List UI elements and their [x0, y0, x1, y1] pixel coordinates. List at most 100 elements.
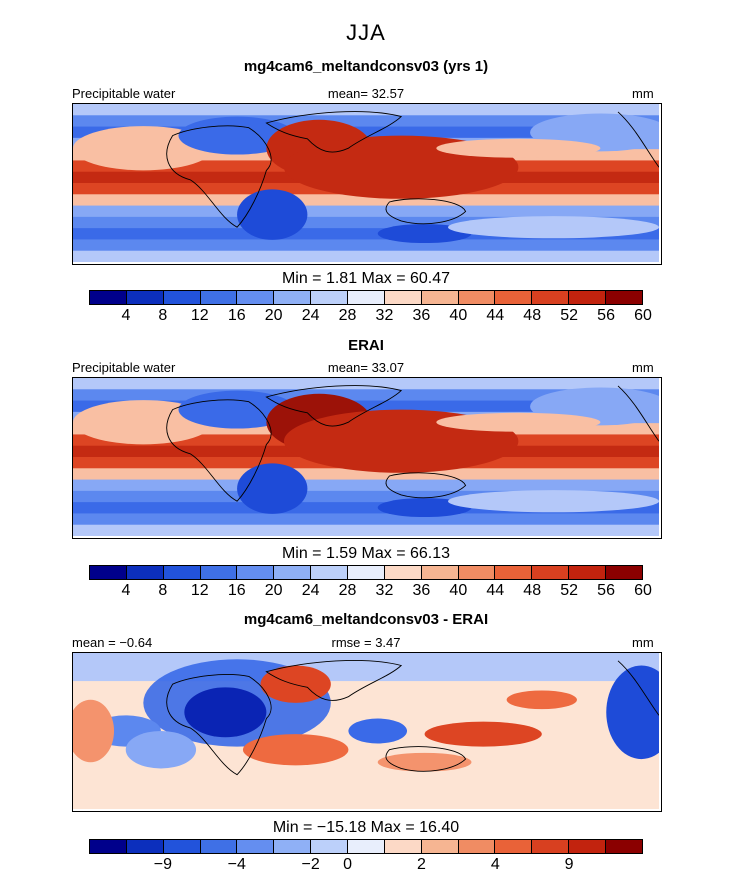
coastline	[166, 399, 272, 502]
colorbar-cell	[384, 566, 422, 579]
colorbar-cell	[200, 291, 238, 304]
panel-1-colorbar	[89, 290, 643, 305]
colorbar-cell	[237, 291, 275, 304]
coastline	[265, 660, 403, 701]
panel-2-map	[72, 377, 662, 539]
field-blob	[377, 224, 472, 244]
field-band	[73, 468, 659, 481]
colorbar-tick-label: 20	[264, 307, 283, 324]
colorbar-cell	[274, 566, 312, 579]
colorbar-cell	[90, 291, 127, 304]
panel-1-min-max: Min = 1.81 Max = 60.47	[281, 270, 451, 287]
colorbar-tick-label: 4	[121, 307, 131, 324]
colorbar-tick-label: 36	[412, 307, 431, 324]
panel-3-rmse-label: rmse = 3.47	[331, 635, 401, 650]
colorbar-cell	[532, 840, 570, 853]
colorbar-cell	[569, 566, 607, 579]
colorbar-tick-label: 44	[486, 582, 505, 599]
panel-3-unit-label: mm	[632, 635, 654, 650]
colorbar-cell	[274, 840, 312, 853]
colorbar-tick-label: 8	[158, 307, 168, 324]
field-blob	[237, 189, 308, 240]
colorbar-cell	[384, 840, 422, 853]
colorbar-tick-label: 0	[343, 856, 352, 873]
colorbar-tick-label: 2	[416, 856, 426, 873]
colorbar-cell	[90, 566, 127, 579]
field-band	[73, 104, 659, 117]
coastline	[617, 111, 659, 168]
colorbar-cell	[163, 291, 201, 304]
coastline	[617, 385, 659, 442]
colorbar-tick-label: 48	[523, 582, 542, 599]
colorbar-tick-label: 9	[564, 856, 574, 873]
panel-1-variable-label: Precipitable water	[72, 86, 176, 101]
colorbar-cell	[90, 840, 127, 853]
coastline	[166, 125, 272, 228]
colorbar-tick-label: 20	[264, 582, 283, 599]
field-blob	[348, 718, 408, 744]
field-blob	[377, 498, 472, 518]
colorbar-tick-label: 44	[486, 307, 505, 324]
field-blob	[73, 400, 214, 445]
colorbar-cell	[421, 291, 459, 304]
coastline	[617, 660, 659, 716]
field-map	[73, 653, 659, 809]
field-blob	[436, 412, 601, 432]
field-blob	[237, 463, 308, 514]
field-blob	[242, 734, 349, 766]
colorbar-tick-label: 56	[597, 582, 615, 599]
field-blob	[184, 687, 267, 738]
field-band	[73, 194, 659, 207]
colorbar-cell	[200, 566, 238, 579]
colorbar-tick-label: 60	[634, 582, 652, 599]
colorbar-cell	[237, 840, 275, 853]
colorbar-cell	[495, 566, 533, 579]
colorbar-cell	[569, 840, 607, 853]
coastline	[166, 674, 272, 776]
field-band	[73, 524, 659, 536]
panel-3-title: mg4cam6_meltandconsv03 - ERAI	[243, 611, 489, 628]
colorbar-cell	[348, 291, 385, 304]
colorbar-cell	[311, 291, 349, 304]
colorbar-tick-label: 56	[597, 307, 615, 324]
field-blob	[73, 126, 214, 171]
colorbar-cell	[421, 840, 459, 853]
colorbar-cell	[200, 840, 238, 853]
colorbar-cell	[311, 840, 349, 853]
colorbar-tick-label: 36	[412, 582, 431, 599]
panel-1-map	[72, 103, 662, 265]
colorbar-tick-label: 60	[634, 307, 652, 324]
colorbar-cell	[458, 840, 496, 853]
field-blob	[377, 752, 472, 772]
colorbar-cell	[458, 291, 496, 304]
colorbar-cell	[384, 291, 422, 304]
panel-3-colorbar	[89, 839, 643, 854]
colorbar-tick-label: 4	[121, 582, 131, 599]
coastline	[385, 472, 467, 499]
colorbar-tick-label: 24	[301, 582, 320, 599]
colorbar-tick-label: −9	[153, 856, 172, 873]
colorbar-tick-label: 40	[449, 582, 468, 599]
panel-2-variable-label: Precipitable water	[72, 360, 176, 375]
colorbar-cell	[126, 566, 164, 579]
colorbar-cell	[569, 291, 607, 304]
field-blob	[506, 690, 577, 710]
colorbar-cell	[126, 291, 164, 304]
field-blob	[424, 721, 542, 747]
field-map	[73, 104, 659, 262]
colorbar-tick-label: 52	[560, 582, 579, 599]
colorbar-tick-label: 28	[338, 582, 357, 599]
field-blob	[436, 138, 601, 158]
panel-2-unit-label: mm	[632, 360, 654, 375]
field-band	[73, 479, 659, 492]
colorbar-cell	[606, 840, 642, 853]
coastline	[265, 111, 403, 153]
colorbar-tick-label: 4	[490, 856, 500, 873]
field-blob	[73, 699, 115, 763]
coastline	[265, 385, 403, 427]
colorbar-cell	[532, 291, 570, 304]
panel-3-mean-label: mean = −0.64	[72, 635, 153, 650]
field-band	[73, 378, 659, 391]
field-band	[73, 250, 659, 262]
field-band	[73, 239, 659, 252]
